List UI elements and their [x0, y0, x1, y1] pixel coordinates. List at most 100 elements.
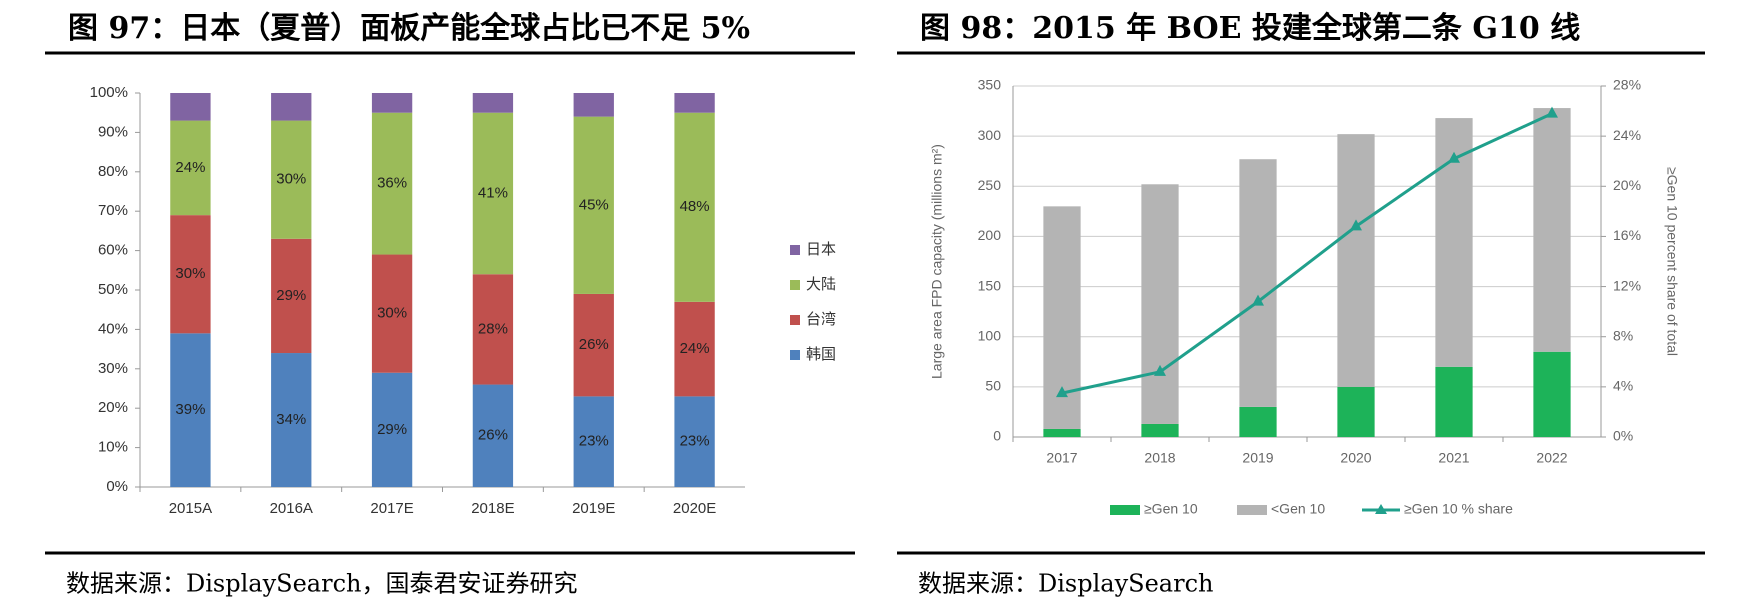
x-tick-label: 2016A: [270, 500, 313, 517]
x-tick-label: 2018: [1144, 450, 1175, 466]
x-tick-label: 2019: [1242, 450, 1273, 466]
bar-segment: [1239, 406, 1277, 437]
legend-label: ≥Gen 10: [1144, 501, 1198, 517]
bar-segment: [472, 112, 514, 275]
data-label: 23%: [579, 433, 609, 450]
y-tick-label: 350: [978, 77, 1002, 93]
bar-segment: [1141, 184, 1179, 424]
data-label: 23%: [680, 433, 710, 450]
legend-label: 韩国: [806, 346, 836, 363]
y-tick-label: 0: [993, 428, 1001, 444]
data-label: 26%: [478, 427, 508, 444]
data-label: 30%: [175, 265, 205, 282]
y-tick-label: 90%: [98, 123, 128, 140]
bar-segment: [271, 238, 312, 354]
legend-swatch: [1375, 504, 1387, 514]
bar-segment: [472, 93, 514, 113]
x-tick-label: 2020E: [673, 500, 716, 517]
legend-swatch: [790, 280, 800, 290]
bar-segment: [170, 120, 211, 216]
line-marker: [1154, 364, 1166, 376]
data-label: 48%: [680, 198, 710, 215]
bar-segment: [1435, 366, 1473, 437]
bar-segment: [371, 254, 413, 373]
bar-segment: [170, 215, 211, 334]
x-tick-label: 2017: [1046, 450, 1077, 466]
line-marker: [1448, 151, 1460, 163]
data-label: 24%: [175, 159, 205, 176]
y-tick-label: 40%: [98, 320, 128, 337]
x-tick-label: 2022: [1536, 450, 1567, 466]
y-tick-label: 20%: [98, 399, 128, 416]
y-tick-label: 10%: [98, 439, 128, 456]
x-tick-label: 2020: [1340, 450, 1371, 466]
data-label: 34%: [276, 411, 306, 428]
bar-segment: [674, 93, 715, 113]
y-tick-label: 250: [978, 177, 1002, 193]
data-label: 30%: [276, 171, 306, 188]
y-tick-label: 200: [978, 227, 1002, 243]
source: 数据来源：DisplaySearch: [918, 570, 1213, 598]
y2-tick-label: 0%: [1613, 428, 1633, 444]
legend-swatch: [1237, 505, 1267, 515]
bar-segment: [674, 112, 715, 302]
data-label: 45%: [579, 196, 609, 213]
y2-tick-label: 12%: [1613, 277, 1641, 293]
data-label: 41%: [478, 184, 508, 201]
x-tick-label: 2017E: [370, 500, 413, 517]
data-label: 28%: [478, 320, 508, 337]
bar-segment: [674, 396, 715, 487]
bar-segment: [674, 301, 715, 397]
data-label: 36%: [377, 175, 407, 192]
y-tick-label: 60%: [98, 242, 128, 259]
line: [1061, 112, 1553, 395]
y-tick-label: 50: [985, 378, 1001, 394]
y-tick-label: 300: [978, 127, 1002, 143]
legend-swatch: [790, 315, 800, 325]
y-axis-title: Large area FPD capacity (millions m²): [929, 144, 945, 379]
bar-segment: [1043, 428, 1081, 437]
bar-segment: [573, 93, 614, 117]
bar-segment: [1533, 108, 1571, 352]
y2-tick-label: 24%: [1613, 127, 1641, 143]
bar-segment: [271, 93, 312, 121]
data-label: 24%: [680, 340, 710, 357]
x-tick-label: 2019E: [572, 500, 615, 517]
y-tick-label: 30%: [98, 360, 128, 377]
bar-segment: [271, 353, 312, 487]
legend-label: ≥Gen 10 % share: [1404, 501, 1513, 517]
y-tick-label: 70%: [98, 202, 128, 219]
x-tick-label: 2015A: [169, 500, 212, 517]
y-tick-label: 80%: [98, 163, 128, 180]
y-tick-label: 100%: [90, 84, 128, 101]
bar-segment: [472, 384, 514, 487]
bar-segment: [371, 372, 413, 487]
y2-tick-label: 8%: [1613, 327, 1633, 343]
y-tick-label: 50%: [98, 281, 128, 298]
legend-label: 日本: [806, 241, 836, 258]
y-tick-label: 0%: [106, 478, 128, 495]
line-marker: [1252, 294, 1264, 306]
bar-segment: [1239, 159, 1277, 407]
data-label: 39%: [175, 401, 205, 418]
legend-swatch: [790, 350, 800, 360]
y2-tick-label: 16%: [1613, 227, 1641, 243]
panel-title: 图 97：日本（夏普）面板产能全球占比已不足 5%: [68, 11, 750, 46]
bar-segment: [170, 333, 211, 487]
source: 数据来源：DisplaySearch，国泰君安证券研究: [66, 570, 577, 598]
bar-segment: [170, 93, 211, 121]
bar-segment: [1533, 351, 1571, 437]
bar-segment: [573, 293, 614, 397]
data-label: 30%: [377, 305, 407, 322]
y2-tick-label: 28%: [1613, 77, 1641, 93]
data-label: 29%: [377, 421, 407, 438]
line-marker: [1056, 386, 1068, 398]
bar-segment: [1337, 386, 1375, 437]
data-label: 29%: [276, 287, 306, 304]
y-tick-label: 100: [978, 327, 1002, 343]
bar-segment: [271, 120, 312, 239]
bar-segment: [1141, 423, 1179, 437]
x-tick-label: 2021: [1438, 450, 1469, 466]
legend-label: <Gen 10: [1271, 501, 1325, 517]
